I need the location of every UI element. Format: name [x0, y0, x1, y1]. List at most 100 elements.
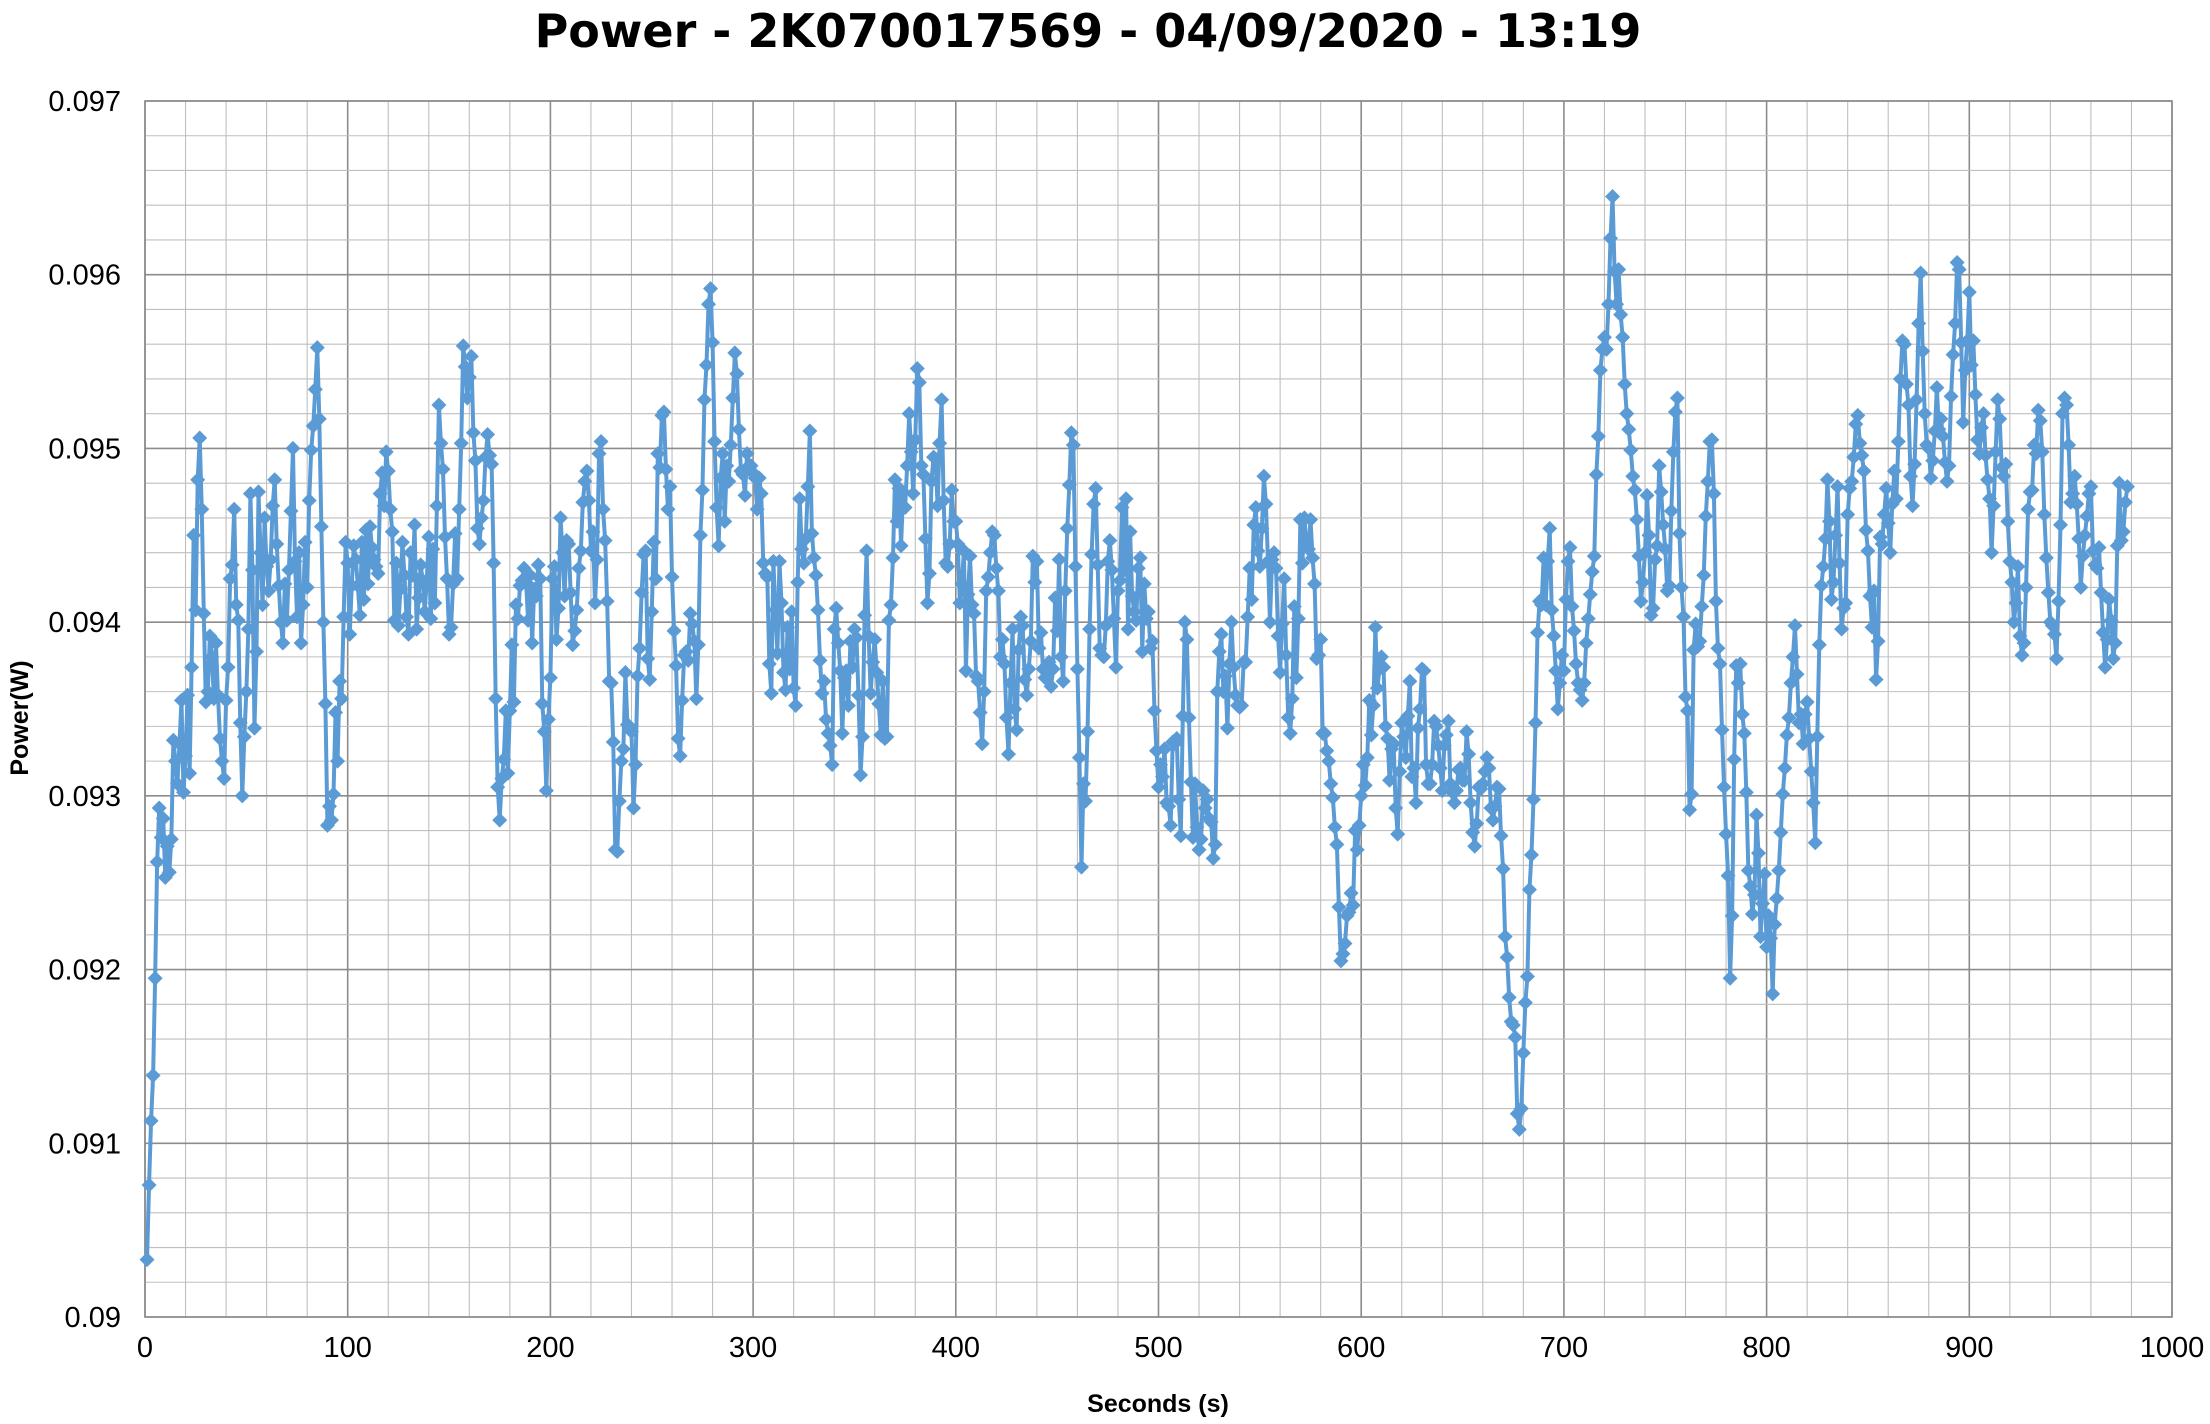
data-point-marker: [1140, 604, 1156, 620]
data-point-marker: [1641, 527, 1657, 543]
data-point-marker: [240, 621, 256, 637]
data-point-marker: [1343, 885, 1359, 901]
data-point-marker: [1280, 710, 1296, 726]
data-point-marker: [427, 595, 443, 611]
data-point-marker: [1566, 623, 1582, 639]
data-point-marker: [1678, 689, 1694, 705]
data-point-marker: [994, 632, 1010, 648]
data-point-marker: [297, 534, 313, 550]
data-point-marker: [277, 576, 293, 592]
data-point-marker: [1511, 1121, 1527, 1137]
data-point-marker: [1623, 442, 1639, 458]
data-point-marker: [443, 619, 459, 635]
data-point-marker: [1576, 675, 1592, 691]
data-point-marker: [1722, 970, 1738, 986]
data-point-marker: [889, 513, 905, 529]
data-point-marker: [1086, 496, 1102, 512]
data-point-marker: [2119, 479, 2135, 495]
data-point-marker: [696, 392, 712, 408]
data-point-marker: [786, 680, 802, 696]
data-point-marker: [141, 1177, 157, 1193]
data-point-marker: [2103, 612, 2119, 628]
data-point-marker: [1155, 769, 1171, 785]
data-point-marker: [2059, 397, 2075, 413]
data-point-marker: [488, 691, 504, 707]
data-point-marker: [701, 296, 717, 312]
data-point-marker: [1495, 861, 1511, 877]
data-point-marker: [692, 527, 708, 543]
data-point-marker: [915, 466, 931, 482]
data-point-marker: [711, 538, 727, 554]
data-point-marker: [1896, 336, 1912, 352]
data-point-marker: [1755, 896, 1771, 912]
data-point-marker: [688, 691, 704, 707]
data-point-marker: [571, 560, 587, 576]
data-point-marker: [1933, 411, 1949, 427]
data-point-marker: [749, 501, 765, 517]
data-point-marker: [222, 571, 238, 587]
data-point-marker: [1712, 656, 1728, 672]
data-point-marker: [1815, 559, 1831, 575]
data-point-marker: [194, 501, 210, 517]
data-point-marker: [1363, 727, 1379, 743]
data-point-marker: [1274, 616, 1290, 632]
data-point-marker: [1592, 362, 1608, 378]
data-point-marker: [804, 526, 820, 542]
data-point-marker: [1392, 764, 1408, 780]
data-point-marker: [1485, 812, 1501, 828]
data-point-marker: [1667, 404, 1683, 420]
data-point-marker: [1973, 420, 1989, 436]
data-point-marker: [897, 499, 913, 515]
data-point-marker: [936, 493, 952, 509]
data-point-marker: [1242, 560, 1258, 576]
data-point-marker: [1886, 463, 1902, 479]
data-point-marker: [603, 675, 619, 691]
data-point-marker: [976, 684, 992, 700]
data-point-marker: [1122, 524, 1138, 540]
data-point-marker: [851, 687, 867, 703]
chart-title: Power - 2K070017569 - 04/09/2020 - 13:19: [535, 4, 1642, 58]
data-point-marker: [1550, 701, 1566, 717]
data-point-marker: [1633, 593, 1649, 609]
data-point-marker: [853, 767, 869, 783]
data-point-marker: [1965, 333, 1981, 349]
data-point-marker: [1858, 522, 1874, 538]
data-point-marker: [216, 770, 232, 786]
data-point-marker: [628, 757, 644, 773]
data-point-marker: [1073, 859, 1089, 875]
data-point-marker: [1811, 637, 1827, 653]
data-point-marker: [1669, 390, 1685, 406]
data-point-marker: [763, 685, 779, 701]
data-point-marker: [303, 442, 319, 458]
data-point-marker: [988, 560, 1004, 576]
data-point-marker: [1951, 262, 1967, 278]
data-point-marker: [1327, 819, 1343, 835]
data-point-marker: [986, 527, 1002, 543]
data-point-marker: [1787, 618, 1803, 634]
y-tick-label: 0.097: [48, 86, 121, 118]
data-point-marker: [1294, 555, 1310, 571]
data-point-marker: [565, 637, 581, 653]
data-point-marker: [1215, 684, 1231, 700]
data-point-marker: [1416, 663, 1432, 679]
data-point-marker: [1171, 791, 1187, 807]
data-point-marker: [1238, 654, 1254, 670]
y-tick-label: 0.094: [48, 607, 121, 639]
data-point-marker: [1408, 795, 1424, 811]
data-point-marker: [1203, 814, 1219, 830]
data-point-marker: [721, 473, 737, 489]
data-point-marker: [1244, 592, 1260, 608]
data-point-marker: [2079, 508, 2095, 524]
data-point-marker: [1913, 265, 1929, 281]
data-point-marker: [1015, 618, 1031, 634]
data-point-marker: [707, 433, 723, 449]
data-point-marker: [1319, 743, 1335, 759]
data-point-marker: [244, 562, 260, 578]
data-point-marker: [180, 687, 196, 703]
data-point-marker: [1744, 906, 1760, 922]
data-point-marker: [1262, 614, 1278, 630]
data-point-marker: [2036, 506, 2052, 522]
y-tick-label: 0.096: [48, 260, 121, 292]
data-point-marker: [784, 604, 800, 620]
x-tick-label: 500: [1134, 1332, 1182, 1364]
